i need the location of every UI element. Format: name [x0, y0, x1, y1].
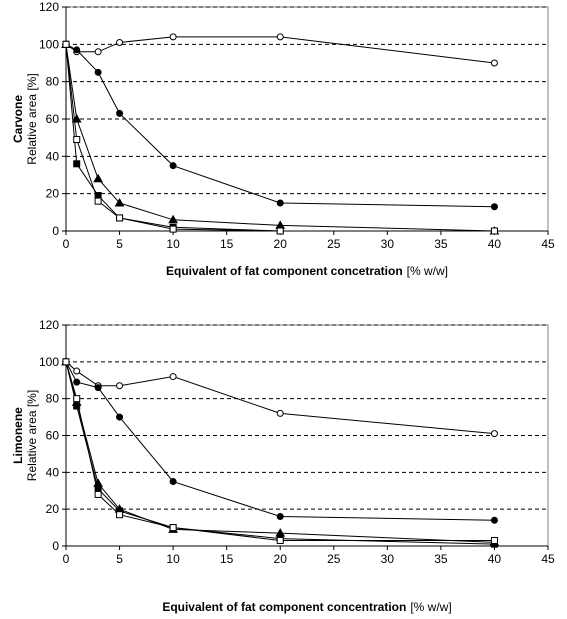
- marker: [276, 536, 284, 544]
- y-tick-label: 40: [46, 465, 60, 479]
- marker: [169, 373, 177, 381]
- x-tick-label: 35: [434, 552, 448, 566]
- marker: [490, 59, 498, 67]
- marker: [94, 197, 102, 205]
- marker: [73, 46, 81, 54]
- marker: [116, 214, 124, 222]
- x-tick-label: 45: [541, 237, 555, 251]
- marker: [490, 516, 498, 524]
- x-tick-label: 15: [220, 237, 234, 251]
- x-axis-title: Equivalent of fat component concentratio…: [162, 600, 406, 614]
- x-tick-label: 35: [434, 237, 448, 251]
- marker: [169, 162, 177, 170]
- marker: [276, 227, 284, 235]
- marker: [62, 358, 70, 366]
- x-tick-label: 40: [488, 237, 502, 251]
- y-tick-label: 60: [46, 429, 60, 443]
- y-tick-label: 0: [52, 539, 59, 553]
- y-tick-label: 0: [52, 224, 59, 238]
- y-tick-label: 80: [46, 75, 60, 89]
- marker: [490, 430, 498, 438]
- y-tick-label: 120: [39, 0, 59, 14]
- marker: [490, 536, 498, 544]
- marker: [73, 136, 81, 144]
- x-axis-unit: [% w/w]: [410, 600, 451, 614]
- marker: [116, 511, 124, 519]
- marker: [116, 109, 124, 117]
- x-axis-label: Equivalent of fat component concentratio…: [162, 600, 451, 614]
- marker: [93, 173, 103, 183]
- marker: [276, 409, 284, 417]
- x-tick-label: 10: [166, 237, 180, 251]
- x-tick-label: 20: [274, 552, 288, 566]
- y-tick-label: 120: [39, 318, 59, 332]
- marker: [276, 513, 284, 521]
- marker: [114, 197, 125, 207]
- marker: [94, 68, 102, 76]
- x-axis-title: Equivalent of fat component concetration: [166, 264, 403, 278]
- marker: [62, 40, 70, 48]
- marker: [490, 203, 498, 211]
- y-tick-label: 40: [46, 149, 60, 163]
- x-tick-label: 45: [541, 552, 555, 566]
- x-tick-label: 40: [488, 552, 502, 566]
- y-tick-label: 20: [46, 187, 60, 201]
- marker: [116, 38, 124, 46]
- y-tick-label: 100: [39, 355, 59, 369]
- marker: [94, 48, 102, 56]
- y-axis-title: Carvone: [11, 95, 25, 143]
- y-tick-label: 100: [39, 37, 59, 51]
- y-tick-label: 60: [46, 112, 60, 126]
- y-tick-label: 80: [46, 392, 60, 406]
- y-tick-label: 20: [46, 502, 60, 516]
- marker: [168, 214, 178, 224]
- marker: [73, 367, 81, 375]
- marker: [73, 378, 81, 386]
- marker: [276, 199, 284, 207]
- marker: [169, 524, 177, 532]
- x-tick-label: 15: [220, 552, 234, 566]
- marker: [276, 33, 284, 41]
- x-tick-label: 30: [381, 237, 395, 251]
- y-axis-unit: Relative area [%]: [25, 390, 39, 481]
- x-tick-label: 30: [381, 552, 395, 566]
- marker: [169, 478, 177, 486]
- x-axis-label: Equivalent of fat component concetration…: [166, 264, 448, 278]
- x-axis-unit: [% w/w]: [407, 264, 448, 278]
- marker: [116, 413, 124, 421]
- x-tick-label: 0: [63, 237, 70, 251]
- marker: [169, 33, 177, 41]
- marker: [71, 113, 82, 123]
- marker: [169, 225, 177, 233]
- marker: [73, 160, 81, 168]
- x-tick-label: 0: [63, 552, 70, 566]
- x-tick-label: 25: [327, 552, 341, 566]
- x-tick-label: 5: [116, 237, 123, 251]
- marker: [116, 382, 124, 390]
- y-axis-title: Limonene: [11, 407, 25, 464]
- marker: [94, 490, 102, 498]
- marker: [73, 395, 81, 403]
- x-tick-label: 10: [166, 552, 180, 566]
- marker: [73, 402, 81, 410]
- y-axis-unit: Relative area [%]: [25, 73, 39, 164]
- marker: [94, 384, 102, 392]
- x-tick-label: 25: [327, 237, 341, 251]
- x-tick-label: 20: [274, 237, 288, 251]
- marker: [490, 227, 498, 235]
- x-tick-label: 5: [116, 552, 123, 566]
